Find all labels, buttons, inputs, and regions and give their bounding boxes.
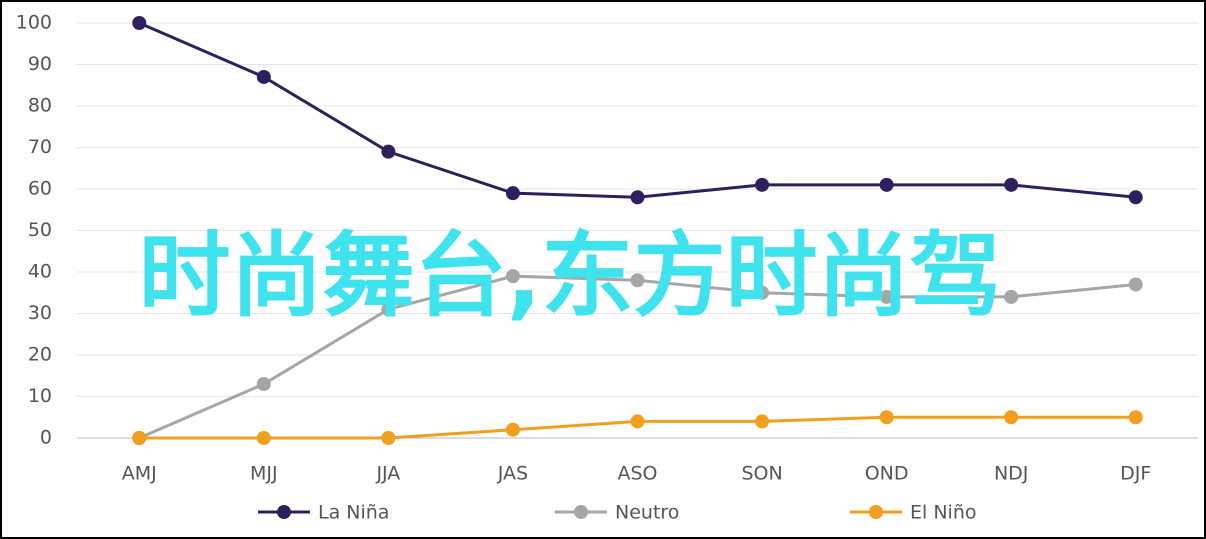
x-tick-label: AMJ [122, 463, 157, 485]
data-point [630, 190, 645, 205]
overlay-text: 时尚舞台,东方时尚驾 [139, 222, 1002, 329]
y-tick-label: 20 [28, 344, 52, 366]
data-point [630, 414, 645, 429]
y-tick-label: 10 [28, 385, 52, 407]
y-tick-label: 0 [40, 427, 52, 449]
y-tick-label: 40 [28, 261, 52, 283]
legend-marker [574, 505, 588, 519]
data-point [256, 377, 271, 392]
data-point [505, 269, 520, 284]
data-point [755, 285, 770, 300]
data-point [755, 414, 770, 429]
y-tick-label: 100 [16, 12, 52, 34]
data-point [256, 431, 271, 445]
y-tick-label: 50 [28, 219, 52, 241]
data-point [879, 289, 894, 304]
legend-marker [277, 505, 291, 519]
y-tick-label: 30 [28, 302, 52, 324]
data-point [132, 16, 147, 30]
data-point [630, 273, 645, 288]
data-point [381, 431, 396, 445]
data-point [1128, 410, 1143, 425]
x-tick-label: JAS [497, 463, 528, 485]
data-point [879, 410, 894, 425]
y-tick-label: 70 [28, 136, 52, 158]
x-tick-label: DJF [1120, 463, 1151, 485]
data-point [132, 431, 147, 445]
legend-marker [869, 505, 883, 519]
data-point [1004, 289, 1019, 304]
data-point [381, 144, 396, 159]
data-point [1128, 277, 1143, 292]
data-point [505, 422, 520, 437]
data-point [755, 177, 770, 192]
data-point [505, 186, 520, 201]
data-point [256, 69, 271, 84]
legend-label: El Niño [910, 502, 976, 524]
y-tick-label: 90 [28, 53, 52, 75]
data-point [1004, 410, 1019, 425]
legend-label: La Niña [318, 502, 389, 524]
x-tick-label: NDJ [994, 463, 1028, 485]
x-tick-label: ASO [617, 463, 657, 485]
y-tick-label: 80 [28, 95, 52, 117]
data-point [879, 177, 894, 192]
x-tick-label: MJJ [250, 463, 278, 485]
data-point [1128, 190, 1143, 205]
y-tick-label: 60 [28, 178, 52, 200]
data-point [381, 302, 396, 317]
x-tick-label: SON [741, 463, 782, 485]
x-tick-label: OND [865, 463, 909, 485]
x-tick-label: JJA [375, 463, 400, 485]
data-point [1004, 177, 1019, 192]
legend-label: Neutro [615, 502, 679, 524]
